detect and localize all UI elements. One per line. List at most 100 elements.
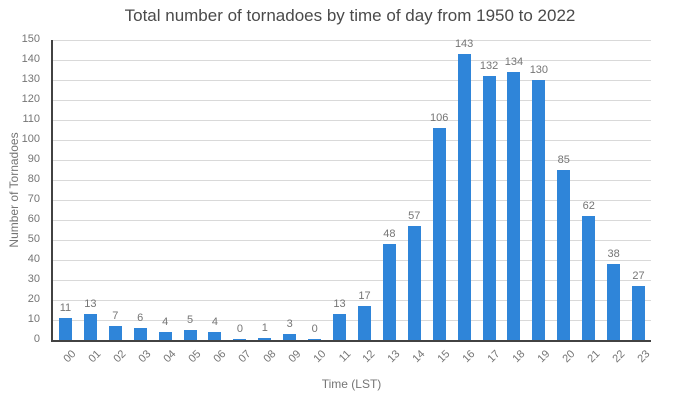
x-tick-label: 07 (236, 348, 254, 366)
y-tick-label: 70 (27, 193, 40, 205)
y-axis-title: Number of Tornadoes (7, 132, 21, 248)
x-tick-label: 06 (211, 348, 229, 366)
bar-14 (407, 226, 421, 340)
bar-value-label: 1 (261, 322, 268, 334)
bar-01 (83, 314, 97, 340)
bar-value-label: 38 (607, 248, 620, 260)
bar-value-label: 3 (286, 318, 293, 330)
y-tick-label: 110 (22, 113, 40, 125)
bar-value-label: 4 (162, 316, 169, 328)
bar-value-label: 85 (557, 154, 570, 166)
y-tick-label: 40 (27, 253, 40, 265)
y-tick-label: 80 (27, 173, 40, 185)
bar-value-label: 0 (311, 322, 318, 335)
gridline (53, 160, 651, 161)
bar-21 (582, 216, 596, 340)
bar-19 (532, 80, 546, 340)
y-tick-label: 10 (27, 313, 40, 325)
x-tick-label: 08 (261, 348, 279, 366)
bar-20 (557, 170, 571, 340)
x-tick-label: 16 (460, 348, 478, 366)
bar-12 (357, 306, 371, 340)
gridline (53, 180, 651, 181)
gridline (53, 60, 651, 61)
y-tick-label: 140 (21, 53, 40, 65)
x-tick-label: 21 (585, 348, 603, 366)
bar-value-label: 4 (211, 316, 219, 328)
gridline (53, 320, 651, 321)
bar-value-label: 48 (383, 228, 396, 240)
bar-18 (507, 72, 521, 340)
x-tick-label: 11 (336, 348, 354, 365)
x-axis-title: Time (LST) (321, 377, 382, 391)
y-tick-label: 50 (27, 233, 40, 245)
x-tick-label: 13 (385, 348, 403, 366)
x-tick-label: 09 (286, 348, 304, 366)
bar-08 (258, 338, 272, 340)
x-tick-label: 23 (634, 348, 653, 366)
bar-value-label: 17 (358, 290, 371, 302)
x-tick-label: 05 (186, 348, 204, 366)
y-tick-label: 90 (27, 153, 40, 165)
bar-value-label: 57 (408, 210, 421, 222)
bar-value-label: 132 (479, 60, 499, 72)
bar-03 (133, 328, 147, 340)
x-tick-label: 17 (485, 348, 503, 366)
bar-04 (158, 332, 172, 340)
bar-09 (283, 334, 297, 340)
gridline (53, 40, 651, 41)
x-tick-label: 04 (161, 348, 179, 366)
bar-15 (432, 128, 446, 340)
gridline (53, 220, 651, 221)
bar-value-label: 130 (529, 64, 549, 76)
bar-value-label: 0 (236, 322, 243, 335)
y-tick-label: 20 (27, 293, 40, 305)
gridline (53, 260, 651, 261)
x-tick-label: 15 (435, 348, 453, 366)
x-tick-label: 22 (609, 348, 628, 366)
y-tick-label: 130 (21, 73, 40, 85)
bar-23 (632, 286, 646, 340)
x-tick-label: 00 (61, 348, 79, 366)
x-axis-line (51, 340, 651, 342)
plot-area: 11 13 7 6 4 5 4 0 1 3 0 13 17 48 57 106 143 132 134 130 85 62… (53, 38, 651, 340)
chart-title: Total number of tornadoes by time of day… (124, 6, 576, 25)
gridline (53, 120, 651, 121)
y-tick-label: 150 (21, 33, 40, 45)
bar-10 (308, 338, 322, 340)
gridline (53, 140, 651, 141)
x-tick-label: 01 (86, 348, 104, 366)
bar-07 (233, 338, 247, 340)
bar-value-label: 13 (84, 298, 97, 310)
x-tick-label: 12 (360, 348, 378, 366)
x-tick-label: 18 (510, 348, 528, 366)
y-tick-label: 100 (21, 133, 40, 145)
bar-value-label: 11 (59, 302, 72, 314)
bar-value-label: 6 (137, 312, 144, 324)
bar-17 (482, 76, 496, 340)
y-axis-line (51, 40, 53, 342)
x-tick-label: 10 (310, 348, 329, 366)
x-tick-label: 03 (136, 348, 154, 366)
bar-value-label: 134 (504, 56, 524, 68)
bar-value-label: 106 (430, 112, 449, 124)
gridline (53, 200, 651, 201)
bar-13 (382, 244, 396, 340)
gridline (53, 100, 651, 101)
bar-value-label: 7 (112, 310, 119, 322)
bar-02 (108, 326, 122, 340)
bar-00 (58, 318, 72, 340)
y-tick-label: 30 (27, 273, 40, 285)
bar-16 (457, 54, 471, 340)
bar-value-label: 27 (632, 270, 645, 282)
gridline (53, 300, 651, 301)
y-tick-label: 0 (33, 333, 40, 345)
x-tick-label: 19 (535, 348, 553, 366)
x-tick-label: 20 (560, 348, 578, 366)
y-tick-label: 60 (27, 213, 40, 225)
bar-11 (333, 314, 347, 340)
gridline (53, 240, 651, 241)
gridline (53, 80, 651, 81)
gridline (53, 280, 651, 281)
